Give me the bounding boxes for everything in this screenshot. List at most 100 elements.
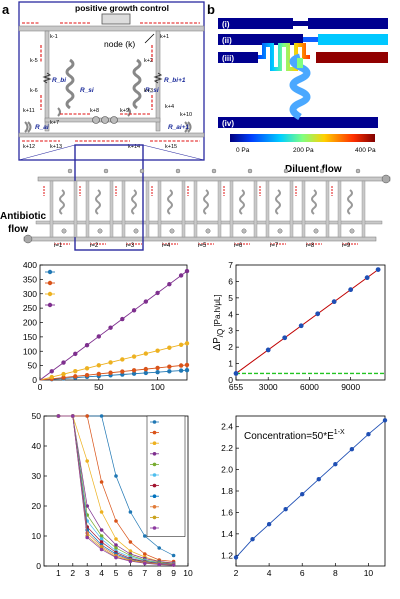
point-d-8 [375, 267, 381, 272]
x-tick-label-d-0: 655 [229, 382, 243, 392]
x-tick-label-c-0: 0 [38, 382, 43, 392]
point-e-10-0 [56, 414, 61, 418]
point-e-0-8 [171, 553, 176, 558]
y-tick-label-d-7: 7 [228, 260, 233, 270]
x-tick-label-e-1: 2 [70, 568, 75, 578]
colorbar-tick-0: 0 Pa [236, 147, 250, 154]
point-c-3-3 [73, 351, 78, 357]
y-tick-label-c-7: 350 [23, 274, 37, 284]
point-c-3-6 [108, 325, 113, 330]
unit-chamber-1 [61, 228, 67, 234]
unit-mixer-2 [95, 189, 101, 215]
positive-control-chamber [101, 13, 131, 25]
chamber-labels: i=1 i=2 i=3 i=4 i=5 i=6 i=7 i=8 i=9 [54, 243, 351, 249]
point-c-3-12 [178, 273, 184, 278]
point-c-1-3 [73, 374, 78, 379]
point-c-3-9 [143, 299, 149, 304]
point-c-2-1 [49, 374, 54, 380]
point-c-1-4 [84, 372, 90, 378]
series-line-c-3 [39, 270, 188, 381]
device-top-channel [37, 176, 391, 182]
zoom-line-left [18, 144, 76, 161]
point-c-3-7 [120, 316, 125, 322]
unit-left-channel-3 [121, 180, 126, 238]
annotation-f: Concentration=50*E1-X [244, 429, 345, 442]
y-tick-label-c-3: 150 [23, 332, 37, 342]
point-c-2-10 [155, 348, 160, 353]
chamber-label-7: i=7 [270, 243, 279, 249]
legend-marker-e-3 [152, 452, 157, 456]
node-label-k+14: k+14 [128, 144, 140, 150]
inset-bottom-channel [18, 132, 205, 138]
row-ii-constriction [303, 37, 318, 42]
x-tick-label-e-9: 10 [183, 568, 193, 578]
row-label-iv: (iv) [222, 119, 234, 128]
point-c-2-13 [184, 341, 190, 346]
inset-node-labels: k-1 k+1 k-5 k+2 k-6 k+3 k+4 k+10 k+11 k+… [23, 34, 192, 150]
point-c-3-10 [155, 290, 160, 296]
chart-d: 655 3000 6000 9000 0 1 2 3 4 5 6 7 ΔP/Q [Pa.h/μL] [212, 260, 386, 392]
point-d-3 [298, 323, 304, 329]
unit-chamber-8 [313, 228, 319, 234]
unit-top-dot-2 [103, 168, 109, 174]
device-units [43, 168, 366, 245]
chart-c: 0 50 100 0 50 100 150 200 250 300 350 400 [23, 260, 190, 392]
point-c-3-1 [49, 369, 54, 374]
label-r-ai1: R_ai+1 [168, 124, 190, 131]
chamber-label-2: i=2 [90, 243, 99, 249]
unit-mixer-6 [239, 189, 245, 215]
row-iii-inlet [218, 52, 258, 63]
unit-top-dot-6 [247, 168, 253, 174]
point-d-4 [315, 311, 321, 317]
point-c-0-8 [131, 371, 137, 376]
x-tick-label-e-8: 9 [171, 568, 176, 578]
row-iv-channel [218, 117, 378, 128]
point-e-0-7 [157, 546, 161, 550]
node-pointer [144, 33, 155, 44]
row-label-i: (i) [222, 20, 230, 29]
unit-right-channel-2 [109, 180, 114, 238]
node-label-k-6: k-6 [30, 88, 38, 94]
point-c-0-9 [143, 370, 149, 376]
row-ii-inlet [218, 34, 303, 45]
unit-chamber-6 [241, 228, 247, 234]
y-tick-label-f-6: 2.4 [221, 422, 233, 432]
point-f-5 [316, 477, 321, 482]
label-r-si-left: R_si [80, 87, 94, 94]
y-tick-label-c-5: 250 [23, 303, 37, 313]
y-tick-label-d-0: 0 [228, 375, 233, 385]
row-label-iii: (iii) [222, 54, 234, 63]
y-tick-label-f-5: 2.2 [221, 443, 233, 453]
point-c-2-3 [73, 369, 78, 374]
point-c-2-5 [96, 363, 102, 368]
zoom-line-right [142, 144, 205, 161]
x-tick-label-d-2: 6000 [300, 382, 319, 392]
point-e-10-7 [157, 562, 161, 567]
point-e-1-3 [99, 480, 104, 484]
x-tick-label-e-4: 5 [114, 568, 119, 578]
chart-e: 1 2 3 4 5 6 7 8 9 10 0 10 20 30 40 50 [32, 411, 193, 578]
legend-marker-e-7 [152, 494, 157, 499]
x-tick-label-f-0: 2 [234, 568, 239, 578]
node-label-k+7: k+7 [50, 120, 59, 126]
y-tick-label-e-2: 20 [32, 501, 42, 511]
label-r-ai: R_ai [35, 124, 49, 131]
point-e-3-4 [114, 543, 118, 547]
node-label-k-5: k-5 [30, 58, 38, 64]
legend-marker-e-0 [152, 420, 157, 424]
x-tick-label-e-5: 6 [128, 568, 133, 578]
device-middle-channel [35, 220, 383, 225]
point-f-2 [266, 522, 272, 527]
unit-left-channel-2 [85, 180, 90, 238]
node-label-k+4: k+4 [165, 104, 174, 110]
chamber-label-1: i=1 [54, 243, 63, 249]
unit-right-channel-8 [325, 180, 330, 238]
y-axis-label-d-main: ΔP [212, 337, 223, 351]
chamber-label-5: i=5 [198, 243, 207, 249]
point-c-2-12 [178, 342, 184, 348]
legend-marker-e-2 [152, 441, 157, 446]
unit-chamber-2 [97, 228, 103, 234]
unit-mixer-7 [275, 189, 281, 215]
point-e-2-5 [128, 549, 133, 553]
